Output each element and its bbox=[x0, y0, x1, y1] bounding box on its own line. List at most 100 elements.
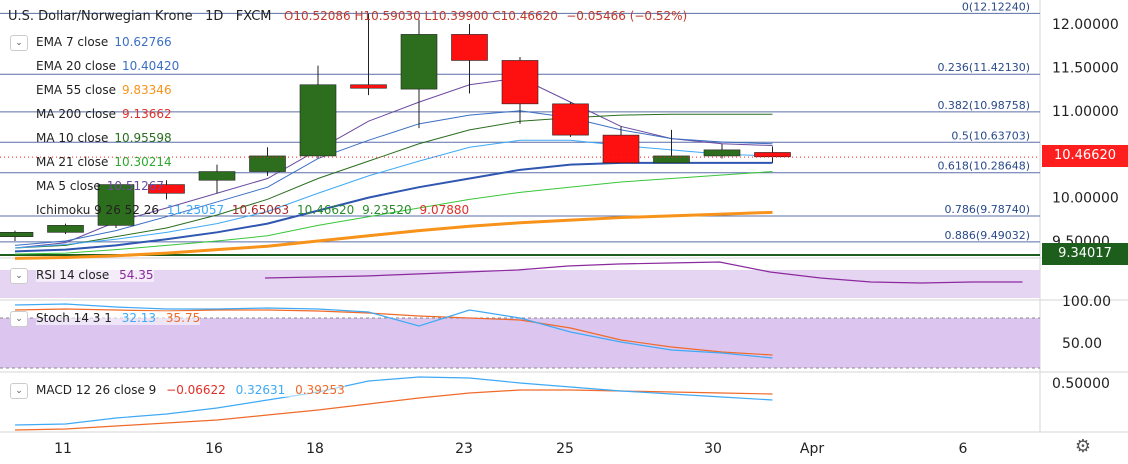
legend-label: EMA 20 close bbox=[36, 59, 116, 73]
legend-row[interactable]: MA 21 close 10.30214 bbox=[36, 155, 172, 169]
candle-body bbox=[148, 184, 185, 194]
ichimoku-label[interactable]: Ichimoku 9 26 52 26 bbox=[36, 203, 159, 217]
time-axis-label: 23 bbox=[455, 441, 473, 457]
legend-row[interactable]: EMA 7 close 10.62766 bbox=[36, 35, 172, 49]
moving-average-line bbox=[14, 161, 773, 253]
candle-body bbox=[552, 103, 589, 136]
time-axis-label: 16 bbox=[205, 441, 223, 457]
rsi-line bbox=[264, 261, 1023, 284]
moving-average-line bbox=[14, 171, 773, 255]
fib-level-label: 0.618(10.28648) bbox=[937, 160, 1030, 173]
candle-body bbox=[400, 34, 438, 90]
time-axis-label: 25 bbox=[556, 441, 574, 457]
rsi-collapse-toggle[interactable]: ⌄ bbox=[10, 268, 28, 284]
legend-row[interactable]: MA 10 close 10.95598 bbox=[36, 131, 172, 145]
moving-average-line bbox=[14, 113, 773, 249]
symbol-name[interactable]: U.S. Dollar/Norwegian Krone bbox=[8, 9, 193, 24]
rsi-band bbox=[0, 270, 1040, 298]
macd-legend: MACD 12 26 close 9 −0.06622 0.32631 0.39… bbox=[36, 383, 345, 397]
legend-row[interactable]: EMA 20 close 10.40420 bbox=[36, 59, 179, 73]
price-axis-tick: 11.00000 bbox=[1052, 104, 1119, 120]
candle-body bbox=[602, 134, 640, 164]
ohlc-values: O10.52086 H10.59030 L10.39900 C10.46620 bbox=[283, 9, 558, 23]
legend-value: 10.30214 bbox=[114, 155, 172, 169]
macd-collapse-toggle[interactable]: ⌄ bbox=[10, 383, 28, 399]
price-axis-tick: 12.00000 bbox=[1052, 17, 1119, 33]
stoch-k-line bbox=[14, 303, 773, 359]
stoch-d-line bbox=[14, 308, 773, 356]
legend-label: MA 10 close bbox=[36, 131, 109, 145]
macd-hist-value: −0.06622 bbox=[166, 383, 226, 397]
legend-row[interactable]: EMA 55 close 9.83346 bbox=[36, 83, 172, 97]
moving-average-line bbox=[14, 139, 773, 249]
legend-label: EMA 7 close bbox=[36, 35, 109, 49]
candle-body bbox=[97, 184, 135, 226]
legend-row[interactable]: MA 200 close 9.13662 bbox=[36, 107, 172, 121]
stoch-axis-tick: 100.00 bbox=[1062, 294, 1111, 310]
secondary-price-tag: 9.34017 bbox=[1042, 243, 1128, 265]
time-axis-label: Apr bbox=[800, 441, 824, 457]
price-axis-tick: 11.50000 bbox=[1052, 60, 1119, 76]
ichimoku-legend: Ichimoku 9 26 52 26 11.25057 10.65063 10… bbox=[36, 203, 469, 217]
candle-body bbox=[0, 232, 34, 237]
fib-level-label: 0.886(9.49032) bbox=[944, 229, 1030, 242]
legend-label: MA 200 close bbox=[36, 107, 117, 121]
legend-value: 10.95598 bbox=[114, 131, 172, 145]
legend-label: EMA 55 close bbox=[36, 83, 116, 97]
fib-level-label: 0.236(11.42130) bbox=[937, 61, 1030, 74]
chart-header: U.S. Dollar/Norwegian Krone 1D FXCM O10.… bbox=[8, 9, 687, 24]
fib-level-label: 0(12.12240) bbox=[962, 0, 1030, 13]
macd-signal-line bbox=[14, 389, 773, 431]
legend-label: MA 21 close bbox=[36, 155, 109, 169]
candle-body bbox=[249, 155, 286, 172]
candle-body bbox=[703, 149, 741, 157]
fib-level-label: 0.5(10.63703) bbox=[951, 129, 1030, 142]
moving-average-line bbox=[14, 210, 773, 260]
legend-label: MA 5 close bbox=[36, 179, 101, 193]
stoch-label[interactable]: Stoch 14 3 1 bbox=[36, 311, 112, 325]
candle-body bbox=[350, 84, 387, 89]
legend-value: 10.62766 bbox=[114, 35, 172, 49]
legend-value: 10.40420 bbox=[121, 59, 180, 73]
candle-body bbox=[501, 60, 539, 105]
macd-label[interactable]: MACD 12 26 close 9 bbox=[36, 383, 157, 397]
moving-average-line bbox=[14, 110, 773, 246]
time-axis-label: 6 bbox=[959, 441, 968, 457]
settings-gear-icon[interactable]: ⚙ bbox=[1074, 436, 1092, 457]
rsi-label[interactable]: RSI 14 close bbox=[36, 268, 110, 282]
macd-signal-value: 0.39253 bbox=[295, 383, 345, 397]
stoch-k-value: 32.13 bbox=[121, 311, 157, 325]
fib-level-label: 0.786(9.78740) bbox=[944, 203, 1030, 216]
legend-value: 9.13662 bbox=[122, 107, 172, 121]
collapse-indicators-toggle[interactable]: ⌄ bbox=[10, 35, 28, 51]
ichimoku-value: 11.25057 bbox=[166, 203, 225, 217]
macd-axis-tick: 0.50000 bbox=[1052, 376, 1110, 392]
rsi-legend: RSI 14 close 54.35 bbox=[36, 268, 154, 282]
stoch-d-value: 35.75 bbox=[165, 311, 201, 325]
candle-body bbox=[754, 152, 791, 158]
price-change: −0.05466 (−0.52%) bbox=[566, 9, 688, 23]
ichimoku-value: 10.65063 bbox=[228, 203, 290, 217]
fib-level-label: 0.382(10.98758) bbox=[937, 99, 1030, 112]
stoch-collapse-toggle[interactable]: ⌄ bbox=[10, 311, 28, 327]
legend-value: 10.51267 bbox=[106, 179, 164, 193]
macd-line-value: 0.32631 bbox=[235, 383, 286, 397]
data-source: FXCM bbox=[235, 9, 272, 24]
moving-average-line bbox=[14, 77, 773, 249]
time-axis-label: 11 bbox=[54, 441, 72, 457]
macd-line bbox=[14, 376, 773, 426]
ichimoku-value: 10.46620 bbox=[293, 203, 355, 217]
ichimoku-value: 9.07880 bbox=[415, 203, 470, 217]
candle-body bbox=[47, 225, 84, 233]
time-axis-label: 30 bbox=[704, 441, 722, 457]
candle-body bbox=[299, 84, 337, 157]
legend-value: 9.83346 bbox=[121, 83, 172, 97]
time-axis-label: 18 bbox=[306, 441, 324, 457]
interval[interactable]: 1D bbox=[205, 9, 224, 24]
stoch-band bbox=[0, 318, 1040, 368]
stoch-axis-tick: 50.00 bbox=[1062, 336, 1102, 352]
legend-row[interactable]: MA 5 close 10.51267 bbox=[36, 179, 164, 193]
candle-body bbox=[198, 171, 236, 181]
